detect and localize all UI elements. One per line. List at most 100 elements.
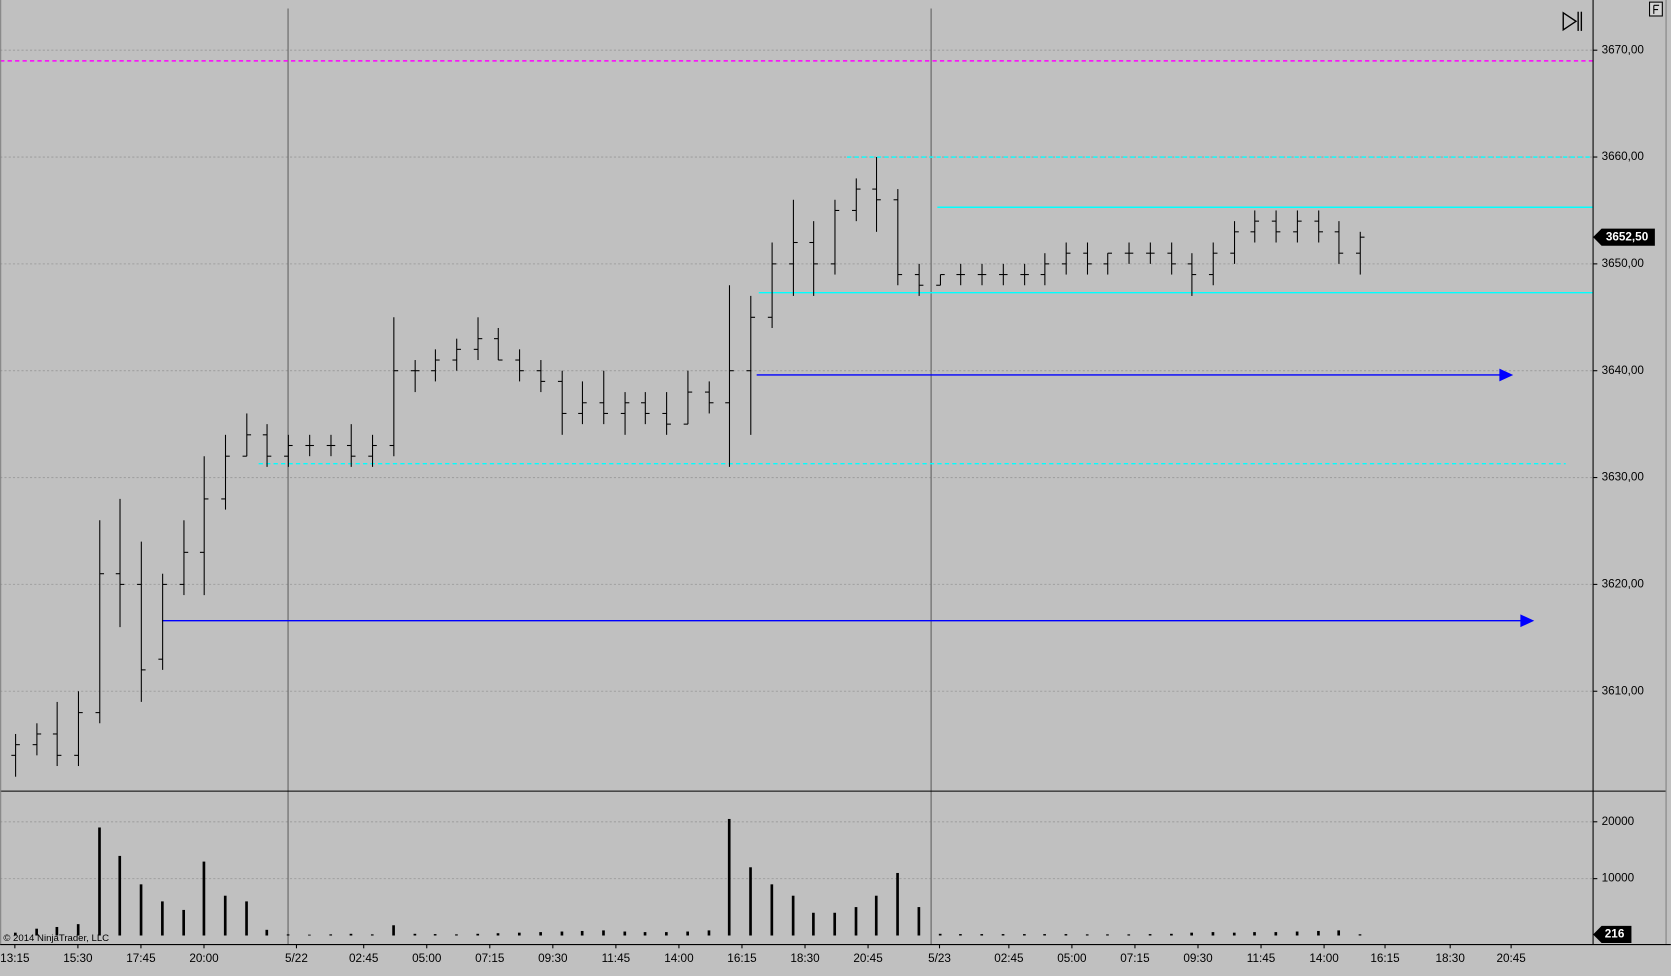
scroll-end-icon[interactable] <box>1562 11 1578 32</box>
volume-bar <box>749 867 752 936</box>
volume-bar <box>1170 933 1173 936</box>
volume-bar <box>1274 932 1278 936</box>
x-tick-label: 16:15 <box>727 952 757 965</box>
volume-bar <box>433 934 437 936</box>
volume-bar <box>580 930 584 936</box>
volume-bar <box>959 934 962 936</box>
volume-bar <box>1211 932 1215 936</box>
volume-bar <box>665 932 668 936</box>
volume-bar <box>854 907 858 936</box>
x-tick-label: 13:15 <box>0 952 30 965</box>
volume-bar <box>980 934 984 936</box>
volume-bar <box>1001 934 1005 936</box>
copyright: © 2014 NinjaTrader, LLC <box>3 933 109 944</box>
panel-button-icon[interactable] <box>1653 4 1660 14</box>
volume-bar <box>1232 932 1236 936</box>
volume-bar <box>413 933 417 936</box>
volume-bar <box>392 925 395 936</box>
volume-bar <box>1337 930 1341 936</box>
volume-bar <box>917 907 921 936</box>
volume-bar <box>874 895 878 936</box>
panel-button[interactable] <box>1649 1 1663 17</box>
volume-bar <box>896 872 899 936</box>
volume-bar <box>1106 934 1109 936</box>
volume-bar <box>13 932 17 936</box>
volume-bar <box>35 928 38 936</box>
x-tick-label: 02:45 <box>994 952 1024 965</box>
last-price-label: 3652,50 <box>1606 230 1649 243</box>
layers: 3610,00 3620,00 3630,00 3640,00 3650,00 3660,… <box>0 8 1655 965</box>
x-tick-label: 20:00 <box>189 952 219 965</box>
x-tick-label: 5/23 <box>928 952 951 965</box>
volume-bar <box>1023 934 1026 936</box>
volume-bar <box>496 933 500 936</box>
volume-bar <box>98 827 101 936</box>
x-tick-label: 16:15 <box>1370 952 1400 965</box>
x-tick-label: 05:00 <box>1057 952 1087 965</box>
volume-bar <box>308 934 311 936</box>
volume-bar <box>1295 931 1299 936</box>
volume-bar <box>349 933 353 936</box>
x-tick-label: 20:45 <box>853 952 883 965</box>
x-tick-label: 15:30 <box>63 952 93 965</box>
x-tick-label: 14:00 <box>664 952 694 965</box>
x-tick-label: 09:30 <box>1183 952 1213 965</box>
volume-bar <box>370 934 374 936</box>
last-volume-marker <box>1593 925 1632 943</box>
y-tick-label: 3650,00 <box>1602 257 1645 270</box>
volume-bar <box>938 933 942 936</box>
volume-bar <box>265 929 269 936</box>
volume-bar <box>727 818 731 936</box>
y-tick-label: 3610,00 <box>1602 684 1645 697</box>
x-tick-label: 09:30 <box>538 952 568 965</box>
x-tick-label: 11:45 <box>602 952 631 965</box>
volume-bar <box>1190 932 1193 936</box>
volume-bar <box>476 933 480 936</box>
x-tick-label: 14:00 <box>1309 952 1339 965</box>
last-volume-label: 216 <box>1605 928 1625 941</box>
x-tick-label: 05:00 <box>412 952 442 965</box>
y-tick-label: 20000 <box>1602 815 1635 828</box>
scroll-end-button[interactable] <box>1562 11 1583 32</box>
volume-bar <box>245 901 248 936</box>
volume-bar <box>812 912 815 936</box>
volume-bar <box>686 931 689 936</box>
x-tick-label: 17:45 <box>126 952 156 965</box>
volume-bar <box>643 932 647 936</box>
volume-bar <box>1085 934 1089 936</box>
x-tick-label: 20:45 <box>1496 952 1526 965</box>
volume-bar <box>223 895 227 936</box>
volume-bar <box>455 934 458 936</box>
volume-bar <box>1358 934 1362 936</box>
volume-bar <box>602 930 605 936</box>
x-tick-label: 18:30 <box>1436 952 1466 965</box>
y-tick-label: 10000 <box>1602 872 1635 885</box>
volume-bar <box>770 884 774 936</box>
volume-bar <box>833 912 837 936</box>
y-tick-label: 3670,00 <box>1602 43 1645 56</box>
last-price-marker <box>1593 228 1655 246</box>
x-tick-label: 07:15 <box>475 952 505 965</box>
volume-bar <box>161 901 164 936</box>
volume-bar <box>1064 934 1068 936</box>
volume-bar <box>1317 930 1320 936</box>
volume-bar <box>1148 934 1152 936</box>
volume-bar <box>560 931 564 936</box>
x-tick-label: 07:15 <box>1120 952 1150 965</box>
volume-bar <box>55 926 59 936</box>
y-tick-label: 3660,00 <box>1602 150 1645 163</box>
volume-bar <box>118 855 122 936</box>
arrow-head <box>1520 614 1535 628</box>
volume-bar <box>623 931 627 936</box>
volume-bar <box>286 934 290 936</box>
volume-bar <box>1127 934 1131 936</box>
volume-bar <box>139 884 143 936</box>
volume-bar <box>329 934 333 936</box>
volume-bar <box>517 932 521 936</box>
volume-bar <box>1043 934 1046 936</box>
x-tick-label: 11:45 <box>1247 952 1276 965</box>
volume-bar <box>707 930 711 936</box>
y-tick-label: 3620,00 <box>1602 577 1645 590</box>
